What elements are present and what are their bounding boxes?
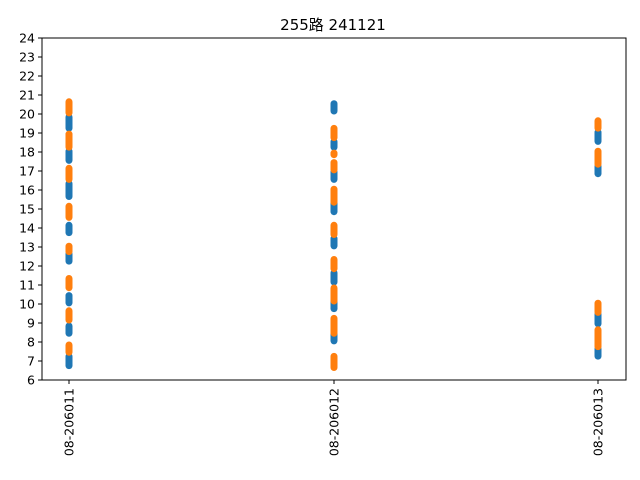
chart-title: 255路 241121 xyxy=(280,16,386,34)
y-tick-label: 16 xyxy=(19,183,35,198)
x-tick-label: 08-206013 xyxy=(591,388,606,456)
y-tick-label: 6 xyxy=(27,373,35,388)
y-tick-label: 11 xyxy=(19,278,35,293)
y-tick-label: 23 xyxy=(19,50,35,65)
x-tick-label: 08-206012 xyxy=(327,388,342,456)
y-tick-label: 22 xyxy=(19,69,35,84)
y-tick-label: 20 xyxy=(19,107,35,122)
y-tick-label: 9 xyxy=(27,316,35,331)
x-tick-label: 08-206011 xyxy=(62,388,77,456)
y-tick-label: 18 xyxy=(19,145,35,160)
y-tick-label: 13 xyxy=(19,240,35,255)
y-tick-label: 14 xyxy=(19,221,35,236)
y-tick-label: 17 xyxy=(19,164,35,179)
axes: 6 7 8 9 10 11 12 13 14 15 16 17 18 19 20 21 22 23 24 08-206… xyxy=(19,31,627,456)
y-tick-label: 10 xyxy=(19,297,35,312)
y-tick-label: 21 xyxy=(19,88,35,103)
y-tick-label: 8 xyxy=(27,335,35,350)
y-tick-label: 15 xyxy=(19,202,35,217)
y-tick-label: 24 xyxy=(19,31,35,46)
y-tick-label: 12 xyxy=(19,259,35,274)
y-tick-label: 7 xyxy=(27,354,35,369)
y-tick-label: 19 xyxy=(19,126,35,141)
plot-marks xyxy=(65,98,602,371)
